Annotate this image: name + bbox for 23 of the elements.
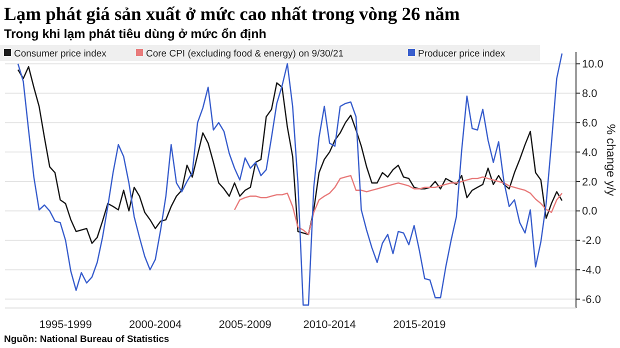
legend-label: Producer price index bbox=[418, 48, 506, 60]
x-tick-label: 2010-2014 bbox=[303, 319, 356, 331]
y-tick-label: 8.0 bbox=[582, 88, 598, 100]
y-tick-label: -2.0 bbox=[582, 235, 601, 248]
x-tick-label: 2000-2004 bbox=[129, 319, 182, 331]
x-tick-label: 2015-2019 bbox=[393, 319, 446, 331]
line-series bbox=[17, 66, 563, 244]
y-tick-label: 6.0 bbox=[582, 117, 598, 130]
chart-subtitle: Trong khi lạm phát tiêu dùng ở mức ổn định bbox=[4, 27, 266, 41]
x-tick-label: 2005-2009 bbox=[218, 319, 272, 331]
chart-title: Lạm phát giá sản xuất ở mức cao nhất trong vòng 26 năm bbox=[4, 5, 460, 25]
line-series bbox=[234, 174, 563, 236]
y-tick-label: -6.0 bbox=[582, 294, 601, 306]
text: Nguồn: National Bureau of Statistics bbox=[4, 334, 170, 345]
y-tick-label: 2.0 bbox=[582, 176, 598, 188]
legend-label: Core CPI (excluding food & energy) on 9/30/21 bbox=[146, 48, 344, 60]
y-tick-label: 10.0 bbox=[582, 58, 604, 71]
y-tick-label: -4.0 bbox=[582, 264, 601, 277]
y-tick-label: 0.0 bbox=[582, 206, 598, 218]
x-tick-label: 1995-1999 bbox=[39, 319, 92, 331]
y-axis-title: % change y/y bbox=[604, 124, 618, 196]
y-tick-label: 4.0 bbox=[582, 146, 598, 159]
legend-label: Consumer price index bbox=[14, 48, 107, 60]
